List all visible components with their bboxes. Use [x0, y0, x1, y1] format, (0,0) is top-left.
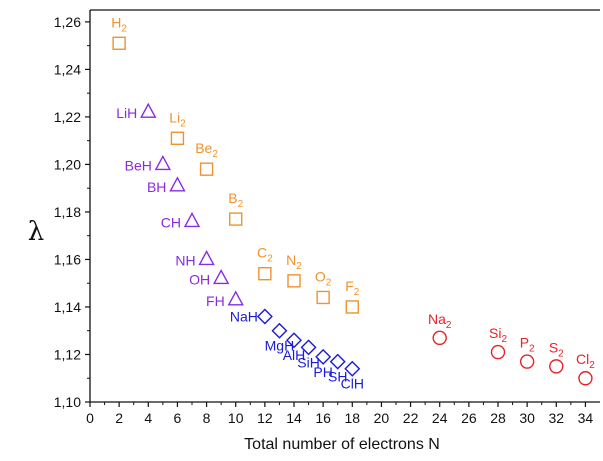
x-tick-label: 34: [578, 410, 594, 426]
x-tick-label: 12: [257, 410, 273, 426]
point-labels: H2 Li2 Be2 B2 C2 N2 O2 F2 LiH BeH BH CH NH OH FH NaH MgH…: [111, 14, 595, 391]
y-tick-label: 1,10: [54, 394, 81, 410]
diamond-marker: [256, 308, 273, 325]
y-tick-label: 1,26: [54, 14, 81, 30]
circle-marker: [549, 359, 564, 374]
diamond-marker: [344, 360, 361, 377]
point-label: BH: [147, 179, 166, 195]
point-label: P2: [520, 335, 535, 355]
x-tick-label: 22: [403, 410, 419, 426]
point-label: H2: [111, 14, 127, 34]
triangle-marker: [212, 268, 230, 285]
point-label: B2: [228, 190, 243, 210]
point-label: N2: [286, 252, 302, 272]
diamond-marker: [300, 339, 317, 356]
x-tick-label: 28: [490, 410, 506, 426]
x-tick-label: 26: [461, 410, 477, 426]
x-tick-label: 0: [86, 410, 94, 426]
x-tick-label: 32: [548, 410, 564, 426]
square-marker: [199, 162, 214, 176]
point-label: ClH: [341, 376, 364, 392]
x-tick-label: 8: [203, 410, 211, 426]
y-tick-label: 1,24: [54, 61, 81, 77]
y-axis-title: λ: [28, 217, 44, 247]
y-tick-label: 1,18: [54, 204, 81, 220]
triangle-marker: [154, 154, 172, 171]
circle-marker: [432, 330, 447, 346]
point-label: S2: [549, 339, 564, 359]
point-label: BeH: [125, 157, 152, 173]
point-label: F2: [345, 278, 360, 298]
point-label: SiH: [297, 354, 320, 370]
circle-marker: [578, 371, 593, 386]
axes: 0 2 4 6 8 10 12 14 16 18 20 22 24 26 28 30 32 341,101,121…: [54, 9, 600, 426]
point-label: O2: [315, 268, 332, 288]
y-tick-label: 1,20: [54, 156, 81, 172]
square-marker: [345, 300, 359, 314]
x-tick-label: 14: [286, 410, 302, 426]
point-label: Na2: [428, 311, 452, 331]
square-marker: [170, 131, 185, 145]
x-tick-label: 4: [144, 410, 152, 426]
point-label: CH: [161, 214, 181, 230]
x-tick-label: 24: [432, 410, 448, 426]
square-marker: [258, 267, 272, 281]
data-marks: [112, 36, 593, 386]
square-marker: [287, 274, 301, 288]
point-label: Li2: [169, 109, 186, 129]
point-label: Be2: [195, 140, 218, 160]
triangle-marker: [183, 211, 201, 228]
point-label: C2: [257, 245, 273, 265]
point-label: AlH: [283, 347, 306, 363]
diamond-marker: [271, 322, 288, 339]
triangle-marker: [169, 176, 186, 192]
point-label: Cl2: [576, 351, 595, 371]
point-label: Si2: [489, 325, 507, 345]
circle-marker: [519, 354, 535, 369]
diamond-marker: [286, 332, 302, 349]
diamond-marker: [329, 353, 346, 370]
point-label: NaH: [230, 308, 258, 324]
point-label: SH: [328, 369, 347, 385]
square-marker: [112, 36, 126, 50]
y-tick-label: 1,22: [54, 109, 81, 125]
x-tick-label: 18: [344, 410, 360, 426]
triangle-marker: [198, 249, 215, 266]
x-tick-label: 16: [315, 410, 331, 426]
x-tick-label: 30: [519, 410, 535, 426]
circle-marker: [490, 344, 506, 360]
point-label: FH: [206, 293, 225, 309]
point-label: OH: [189, 271, 210, 287]
y-tick-label: 1,12: [54, 346, 81, 362]
y-tick-label: 1,14: [54, 299, 81, 315]
point-label: NH: [175, 252, 195, 268]
x-tick-label: 10: [228, 410, 244, 426]
point-label: LiH: [116, 105, 137, 121]
point-label: MgH: [265, 338, 295, 354]
square-marker: [229, 212, 243, 226]
x-axis-title: Total number of electrons N: [244, 436, 440, 453]
triangle-marker: [227, 290, 244, 306]
x-tick-label: 20: [374, 410, 390, 426]
x-tick-label: 2: [115, 410, 123, 426]
y-tick-label: 1,16: [54, 251, 81, 267]
x-tick-label: 6: [174, 410, 182, 426]
square-marker: [316, 290, 330, 305]
point-label: PH: [313, 364, 332, 380]
triangle-marker: [140, 102, 157, 118]
diamond-marker: [315, 348, 332, 365]
